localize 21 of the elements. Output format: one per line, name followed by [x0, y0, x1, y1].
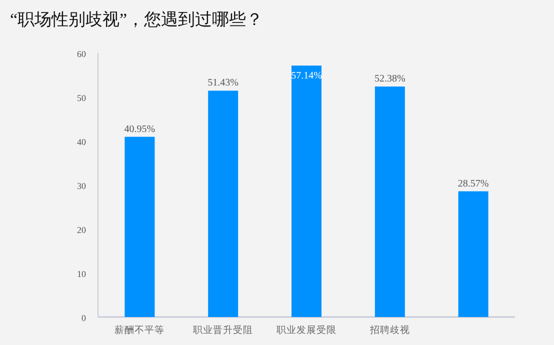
- y-tick-label: 20: [77, 225, 86, 235]
- x-tick-label: 职业发展受限: [276, 324, 336, 336]
- y-tick-label: 50: [77, 93, 86, 103]
- y-tick-label: 10: [77, 269, 86, 279]
- data-label: 40.95%: [124, 124, 156, 135]
- x-tick-label: 职业晋升受阻: [193, 324, 254, 336]
- y-tick-label: 0: [82, 313, 86, 323]
- chart-title: “职场性别歧视”，您遇到过哪些？: [10, 10, 264, 29]
- data-label: 28.57%: [458, 178, 489, 190]
- bar: [458, 191, 488, 317]
- y-tick-label: 40: [77, 137, 86, 147]
- bar: [292, 66, 322, 317]
- data-label: 52.38%: [374, 74, 406, 85]
- bar: [208, 90, 238, 317]
- bar: [124, 136, 155, 317]
- bar: [374, 86, 405, 317]
- y-tick-label: 60: [77, 49, 86, 59]
- x-tick-label: 招聘歧视: [368, 324, 410, 336]
- y-tick-label: 30: [77, 181, 86, 191]
- x-tick-label: 薪酬不平等: [114, 324, 165, 336]
- data-label: 51.43%: [208, 78, 239, 89]
